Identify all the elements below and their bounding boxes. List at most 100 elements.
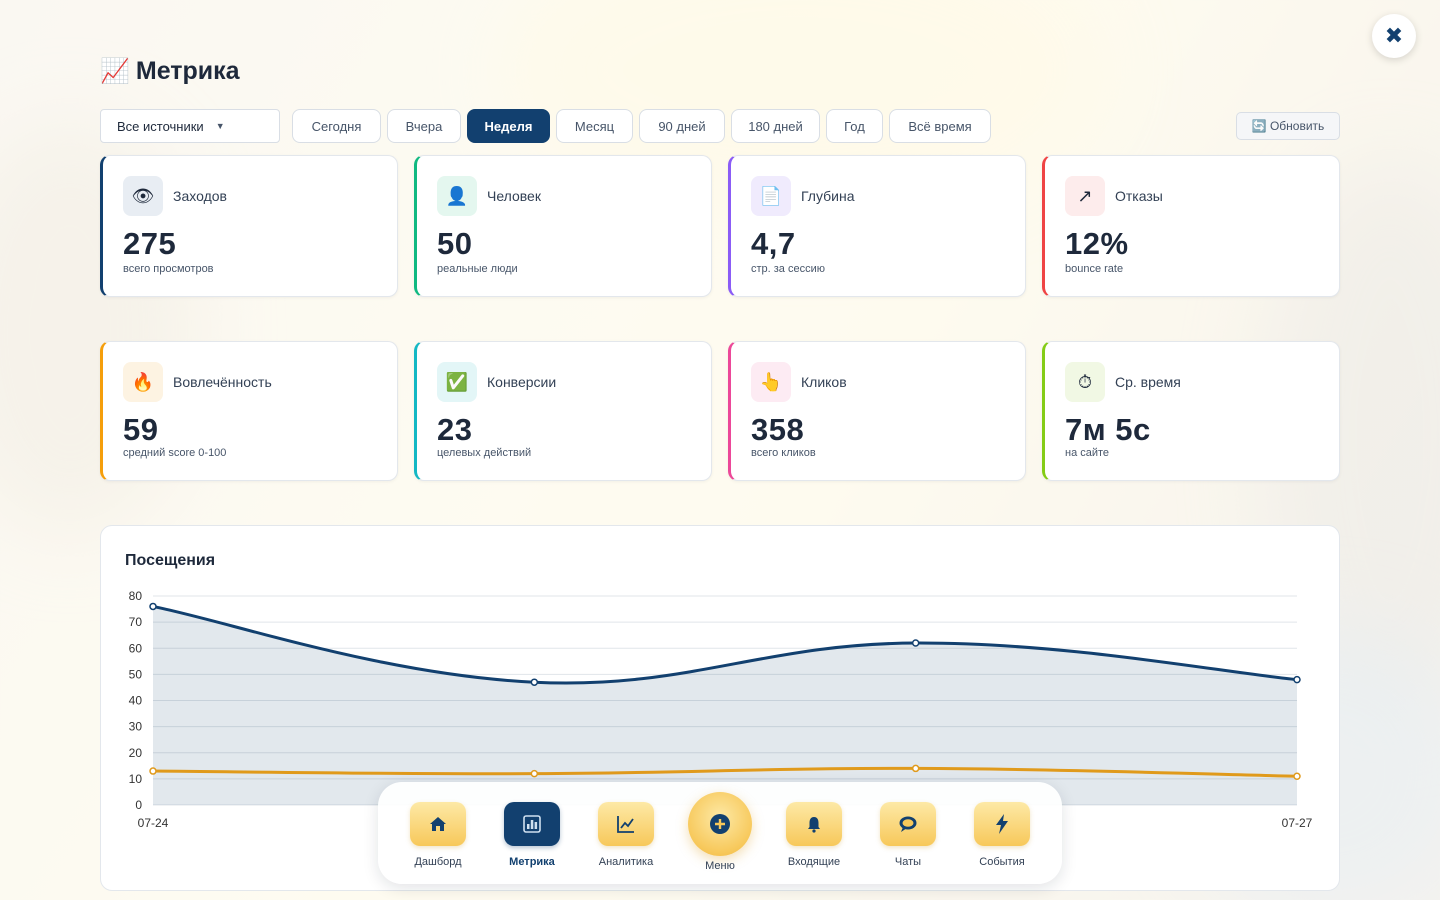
period-all-time-button[interactable]: Всё время xyxy=(889,109,991,143)
visits-chart: 0 10 20 30 40 50 60 70 80 07-24 07-27 xyxy=(129,589,1313,830)
nav-analytics[interactable]: Аналитика xyxy=(586,802,666,868)
y-tick-label: 30 xyxy=(129,720,143,734)
source-select[interactable]: Все источники ▼ xyxy=(100,109,280,143)
nav-label: События xyxy=(979,856,1025,868)
home-icon xyxy=(410,802,466,846)
eye-icon: 👁 xyxy=(123,176,163,216)
nav-label: Аналитика xyxy=(598,856,654,868)
pointer-hand-icon: 👆 xyxy=(751,362,791,402)
metric-card-avg-time: ⏱ Ср. время 7м 5с на сайте xyxy=(1042,341,1340,481)
metric-value: 358 xyxy=(751,412,805,447)
nav-events[interactable]: События xyxy=(962,802,1042,868)
plus-circle-icon xyxy=(688,792,752,856)
period-week-button[interactable]: Неделя xyxy=(467,109,550,143)
metric-card-visits: 👁 Заходов 275 всего просмотров xyxy=(100,155,398,297)
metric-value: 59 xyxy=(123,412,159,447)
data-point xyxy=(149,767,157,775)
metric-card-clicks: 👆 Кликов 358 всего кликов xyxy=(728,341,1026,481)
metric-value: 50 xyxy=(437,226,473,261)
x-tick-label: 07-24 xyxy=(138,816,169,830)
lightning-icon xyxy=(974,802,1030,846)
metric-label: Ср. время xyxy=(1115,374,1181,390)
data-point xyxy=(911,639,920,647)
metric-subtitle: всего кликов xyxy=(751,447,816,459)
metric-label: Отказы xyxy=(1115,188,1163,204)
data-point xyxy=(530,678,539,686)
nav-menu[interactable]: Меню xyxy=(688,792,752,872)
caret-down-icon: ▼ xyxy=(215,121,225,131)
y-tick-label: 0 xyxy=(135,798,142,812)
period-year-button[interactable]: Год xyxy=(826,109,883,143)
bell-icon xyxy=(786,802,842,846)
fire-icon: 🔥 xyxy=(123,362,163,402)
metric-subtitle: всего просмотров xyxy=(123,263,214,275)
nav-label: Чаты xyxy=(894,856,922,868)
y-tick-label: 10 xyxy=(129,772,143,786)
refresh-button[interactable]: 🔄 Обновить xyxy=(1236,112,1340,140)
y-tick-label: 40 xyxy=(129,694,143,708)
metric-value: 4,7 xyxy=(751,226,796,261)
nav-dashboard[interactable]: Дашборд xyxy=(398,802,478,868)
metric-card-bounces: ↗ Отказы 12% bounce rate xyxy=(1042,155,1340,297)
nav-label: Метрика xyxy=(509,856,555,868)
metric-subtitle: реальные люди xyxy=(437,263,518,275)
series-line-1 xyxy=(152,766,1298,778)
data-point xyxy=(911,764,920,773)
metric-value: 7м 5с xyxy=(1065,412,1151,447)
stopwatch-icon: ⏱ xyxy=(1065,362,1105,402)
chart-increasing-icon: 📈 xyxy=(100,57,130,85)
x-tick-label: 07-27 xyxy=(1282,816,1313,830)
bottom-nav: Дашборд Метрика Аналитика Меню Входящие … xyxy=(378,782,1062,884)
metric-subtitle: на сайте xyxy=(1065,447,1110,459)
page-title: 📈 Метрика xyxy=(100,54,240,88)
nav-label: Дашборд xyxy=(414,856,462,868)
chat-bubble-icon xyxy=(880,802,936,846)
chart-title: Посещения xyxy=(125,552,216,569)
metric-subtitle: стр. за сессию xyxy=(751,263,825,275)
y-tick-label: 70 xyxy=(129,615,143,629)
series-area-0 xyxy=(153,606,1297,805)
data-point xyxy=(530,769,539,778)
y-tick-label: 60 xyxy=(129,641,143,655)
metric-label: Вовлечённость xyxy=(173,374,272,390)
data-point xyxy=(1293,675,1301,684)
nav-inbox[interactable]: Входящие xyxy=(774,802,854,868)
period-180-days-button[interactable]: 180 дней xyxy=(731,109,820,143)
metric-value: 12% xyxy=(1065,226,1129,261)
page-title-text: Метрика xyxy=(135,56,240,85)
period-month-button[interactable]: Месяц xyxy=(556,109,633,143)
metric-card-depth: 📄 Глубина 4,7 стр. за сессию xyxy=(728,155,1026,297)
metric-label: Заходов xyxy=(173,188,227,204)
source-select-value: Все источники xyxy=(117,118,204,134)
metric-subtitle: bounce rate xyxy=(1065,263,1124,275)
nav-chats[interactable]: Чаты xyxy=(868,802,948,868)
filter-toolbar: Все источники ▼ Сегодня Вчера Неделя Мес… xyxy=(100,109,1340,143)
period-90-days-button[interactable]: 90 дней xyxy=(639,109,725,143)
metric-subtitle: целевых действий xyxy=(437,447,532,459)
period-yesterday-button[interactable]: Вчера xyxy=(387,109,461,143)
close-icon: ✖ xyxy=(1384,23,1404,48)
metric-label: Человек xyxy=(487,188,541,204)
check-icon: ✅ xyxy=(437,362,477,402)
data-point xyxy=(149,602,157,611)
close-button[interactable]: ✖ xyxy=(1372,14,1416,58)
nav-label: Входящие xyxy=(787,856,841,868)
nav-metrics[interactable]: Метрика xyxy=(492,802,572,868)
period-today-button[interactable]: Сегодня xyxy=(292,109,381,143)
y-tick-label: 50 xyxy=(129,667,143,681)
metric-label: Кликов xyxy=(801,374,847,390)
metric-label: Конверсии xyxy=(487,374,557,390)
y-tick-label: 80 xyxy=(129,589,143,603)
y-tick-label: 20 xyxy=(129,746,143,760)
metric-value: 275 xyxy=(123,226,177,261)
metric-label: Глубина xyxy=(801,188,855,204)
data-point xyxy=(1293,772,1301,781)
document-icon: 📄 xyxy=(751,176,791,216)
line-chart-icon xyxy=(598,802,654,846)
metric-subtitle: средний score 0-100 xyxy=(123,447,227,459)
metric-card-conversions: ✅ Конверсии 23 целевых действий xyxy=(414,341,712,481)
metric-value: 23 xyxy=(437,412,473,447)
person-icon: 👤 xyxy=(437,176,477,216)
bar-chart-icon xyxy=(504,802,560,846)
series-line-0 xyxy=(152,604,1298,685)
